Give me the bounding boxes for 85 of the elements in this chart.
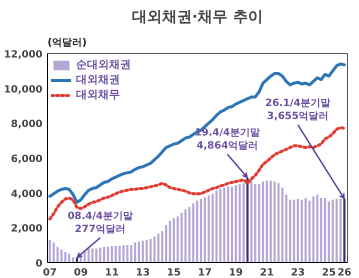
bar (227, 186, 230, 262)
bar (114, 246, 117, 262)
bar (266, 180, 268, 262)
bar (130, 245, 132, 262)
bar (320, 198, 322, 262)
y-tick-label: 0 (36, 258, 43, 270)
y-axis-title: (억달러) (48, 38, 87, 48)
bar (192, 203, 194, 262)
bar (332, 200, 334, 262)
bar (296, 198, 299, 262)
bar (238, 184, 241, 262)
bar (165, 225, 168, 262)
bar (134, 242, 136, 262)
legend-label: 대외채무 (76, 87, 120, 102)
bar (270, 180, 272, 262)
bar (153, 236, 156, 262)
bar (138, 242, 140, 262)
bar (215, 190, 218, 262)
bar (184, 209, 187, 262)
x-tick-label: 11 (104, 268, 119, 278)
bar (196, 200, 198, 262)
bar (258, 184, 260, 262)
bar (219, 188, 222, 262)
x-tick-label: 23 (290, 268, 305, 278)
bar (212, 194, 214, 262)
bar (262, 182, 264, 262)
x-tick-label: 26 (337, 268, 352, 278)
x-tick-label: 19 (228, 268, 243, 278)
bar (176, 216, 179, 262)
legend-label: 순대외채권 (76, 57, 131, 72)
annotation: 19.4/4분기말 4,864억달러 (194, 127, 260, 152)
bar (308, 200, 311, 262)
bar (254, 184, 256, 262)
annotation: 26.1/4분기말 3,655억달러 (265, 98, 331, 122)
bar (172, 218, 175, 262)
bar (234, 184, 237, 262)
bar (52, 242, 55, 262)
y-tick-label: 4,000 (10, 188, 43, 200)
y-tick-label: 6,000 (10, 154, 43, 165)
bar (180, 212, 183, 262)
bar (316, 194, 318, 262)
bar (230, 186, 234, 262)
x-tick-label: 07 (42, 268, 57, 278)
bar (122, 245, 125, 262)
x-tick-label: 25 (322, 268, 336, 278)
line-series (48, 126, 346, 220)
bar (292, 200, 296, 262)
bar (99, 248, 102, 262)
x-tick-label: 15 (166, 268, 181, 278)
x-tick-label: 17 (198, 268, 212, 278)
x-tick-label: 09 (74, 268, 88, 278)
bar (126, 245, 128, 262)
bar (68, 254, 70, 262)
bar (274, 182, 276, 262)
bar (277, 183, 280, 262)
bar (300, 200, 303, 262)
y-tick-label: 2,000 (10, 224, 43, 235)
x-tick-label: 13 (136, 268, 150, 278)
bar (146, 240, 148, 262)
bar (242, 183, 245, 262)
x-tick-label: 21 (260, 268, 274, 278)
y-tick-label: 10,000 (4, 84, 43, 96)
bar (328, 202, 330, 262)
bar (223, 188, 226, 262)
bar (312, 196, 314, 262)
bar (64, 252, 66, 262)
bar (281, 188, 284, 262)
bar (204, 197, 206, 262)
bar (157, 234, 160, 262)
bar (142, 240, 144, 262)
y-tick-label: 12,000 (4, 50, 43, 60)
bar (250, 180, 252, 262)
bar (200, 198, 202, 262)
chart-title: 대외채권·채무 추이 (132, 8, 263, 26)
bar (324, 198, 326, 262)
bar (188, 206, 190, 262)
legend-label: 대외채권 (76, 72, 120, 87)
bar (208, 195, 210, 262)
annotation: 08.4/4분기말 277억달러 (68, 210, 133, 236)
bar (304, 198, 307, 262)
y-tick-label: 8,000 (10, 119, 43, 130)
bar (48, 240, 51, 262)
bar (336, 198, 338, 262)
bar (168, 220, 172, 262)
bar (150, 238, 152, 262)
